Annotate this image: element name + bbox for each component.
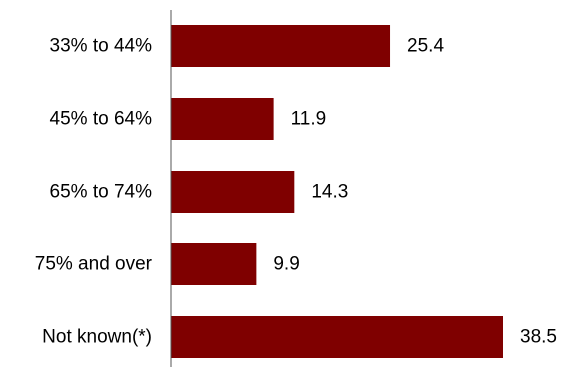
bar-4 bbox=[171, 316, 503, 358]
bar-0 bbox=[171, 25, 391, 67]
value-label-0: 25.4 bbox=[407, 36, 444, 57]
bar-1 bbox=[171, 98, 274, 140]
bar-3 bbox=[171, 243, 257, 285]
category-label-4: Not known(*) bbox=[42, 327, 152, 348]
value-label-1: 11.9 bbox=[291, 109, 327, 130]
labels-layer: 33% to 44% 25.4 45% to 64% 11.9 65% to 74% 14… bbox=[35, 36, 557, 348]
category-label-3: 75% and over bbox=[35, 254, 153, 275]
category-label-2: 65% to 74% bbox=[50, 182, 153, 203]
bars-layer bbox=[171, 25, 503, 358]
value-label-4: 38.5 bbox=[520, 327, 557, 348]
value-label-3: 9.9 bbox=[273, 254, 299, 275]
bar-2 bbox=[171, 171, 295, 213]
category-label-1: 45% to 64% bbox=[50, 109, 153, 130]
value-label-2: 14.3 bbox=[311, 182, 348, 203]
category-label-0: 33% to 44% bbox=[50, 36, 153, 57]
